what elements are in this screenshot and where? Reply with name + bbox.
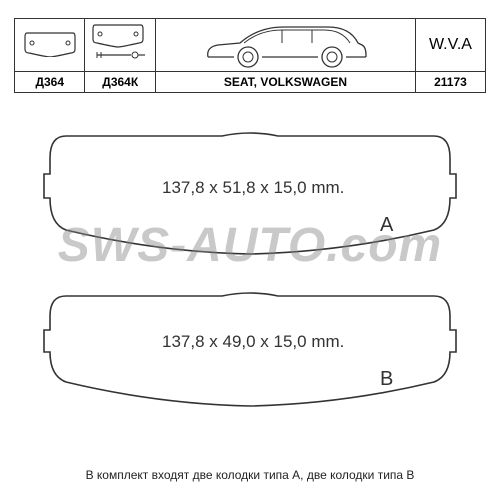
- wva-label: W.V.A: [429, 36, 472, 53]
- header-table: W.V.A Д364 Д364К SEAT, VOLKSWAGEN 21173: [14, 18, 486, 93]
- pad-a-dimension: 137,8 x 51,8 x 15,0 mm.: [162, 178, 344, 198]
- footer-note: В комплект входят две колодки типа А, дв…: [0, 468, 500, 482]
- cell-pad-icon-1: [15, 19, 85, 72]
- cell-pad-icon-2: [85, 19, 156, 72]
- pad-b-dimension: 137,8 x 49,0 x 15,0 mm.: [162, 332, 344, 352]
- pad-b-label: B: [380, 368, 393, 391]
- page: W.V.A Д364 Д364К SEAT, VOLKSWAGEN 21173 …: [0, 0, 500, 500]
- pad-diagram: 137,8 x 51,8 x 15,0 mm. A 137,8 x 49,0 x…: [42, 128, 458, 444]
- cell-code-1: Д364: [15, 72, 85, 93]
- header-row-codes: Д364 Д364К SEAT, VOLKSWAGEN 21173: [15, 72, 486, 93]
- cell-wva-label: W.V.A: [415, 19, 485, 72]
- pad-outline-b: 137,8 x 49,0 x 15,0 mm. B: [42, 288, 458, 406]
- pad-outline-a: 137,8 x 51,8 x 15,0 mm. A: [42, 128, 458, 246]
- brake-pad-kit-icon: [91, 23, 149, 63]
- cell-code-2: Д364К: [85, 72, 156, 93]
- cell-car-icon: [156, 19, 416, 72]
- brake-pad-icon: [23, 29, 77, 57]
- cell-makes: SEAT, VOLKSWAGEN: [156, 72, 416, 93]
- hatchback-car-icon: [156, 21, 415, 69]
- pad-a-label: A: [380, 214, 393, 237]
- cell-wva-num: 21173: [415, 72, 485, 93]
- header-row-icons: W.V.A: [15, 19, 486, 72]
